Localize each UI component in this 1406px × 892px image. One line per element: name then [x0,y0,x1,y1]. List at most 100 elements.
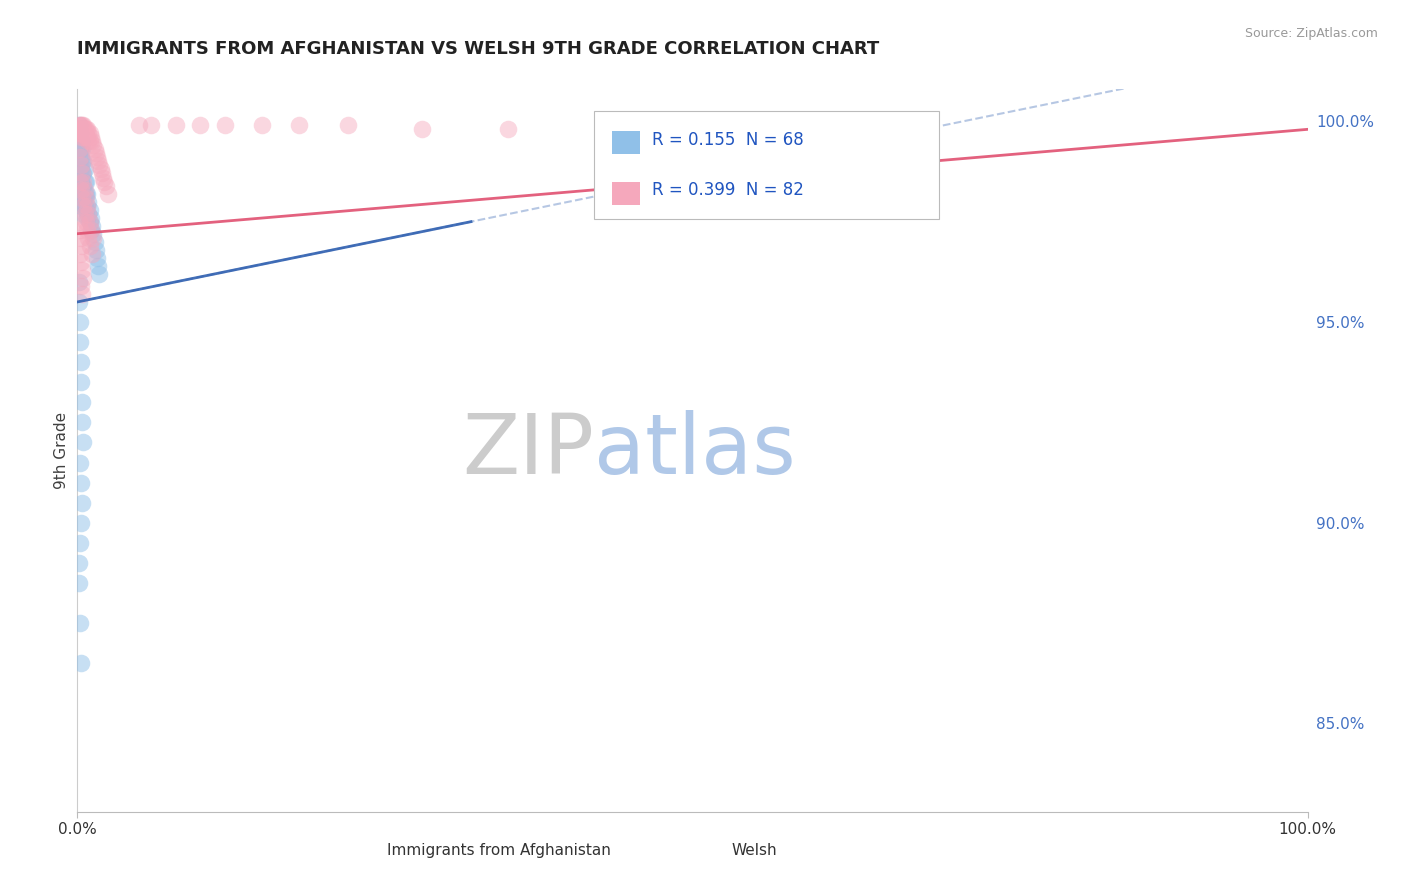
Point [72,207,94,221]
Text: R = 0.155  N = 68: R = 0.155 N = 68 [652,131,804,149]
Point [86,151,108,165]
FancyBboxPatch shape [613,182,640,205]
Point [72,130,94,145]
Point [82,135,104,149]
Point [70,255,93,269]
Point [69,616,91,631]
Point [73,183,96,197]
Point [69,315,91,329]
Point [128,119,150,133]
Point [82,227,104,241]
Point [67,143,90,157]
Point [69,151,91,165]
Point [69,143,91,157]
Point [77,207,100,221]
Text: Immigrants from Afghanistan: Immigrants from Afghanistan [388,843,612,858]
Point [69,167,91,181]
Point [76,199,98,213]
Point [76,186,98,201]
Point [84,146,107,161]
Point [72,167,94,181]
Point [70,162,93,177]
Point [214,119,236,133]
Point [72,271,94,285]
Point [69,335,91,350]
Point [73,175,96,189]
Point [70,154,93,169]
Point [72,175,94,189]
Point [67,127,90,141]
Point [75,202,97,217]
Text: Source: ZipAtlas.com: Source: ZipAtlas.com [1244,27,1378,40]
Point [67,122,90,136]
Point [91,170,114,185]
Point [73,162,96,177]
Text: ZIP: ZIP [463,410,595,491]
Point [80,223,103,237]
Point [75,122,97,136]
Point [69,154,91,169]
Point [70,239,93,253]
Point [87,154,110,169]
Point [93,175,115,189]
Text: atlas: atlas [595,410,796,491]
Point [70,657,93,671]
Point [165,119,187,133]
Point [70,199,93,213]
Point [79,202,101,217]
Point [70,186,93,201]
Point [70,130,93,145]
Point [94,178,117,193]
Point [72,178,94,193]
Point [97,186,120,201]
Point [69,127,91,141]
Point [76,122,98,136]
Text: Welsh: Welsh [733,843,778,858]
Point [69,247,91,261]
Point [73,122,96,136]
Point [83,235,105,249]
Point [67,215,90,229]
Point [86,251,108,265]
Point [70,135,93,149]
Point [72,119,94,133]
Point [77,231,100,245]
Point [75,130,97,145]
Point [76,199,98,213]
Point [411,122,433,136]
Point [72,435,94,450]
Point [75,215,97,229]
Point [250,119,273,133]
Point [67,122,90,136]
Point [70,178,93,193]
Point [80,130,103,145]
Point [70,175,93,189]
Point [70,122,93,136]
Point [70,127,93,141]
Point [77,194,100,209]
Point [67,576,90,591]
Point [70,287,93,301]
Point [70,496,93,510]
Point [73,207,96,221]
Point [337,119,360,133]
Point [82,247,104,261]
Point [69,122,91,136]
Point [70,127,93,141]
Y-axis label: 9th Grade: 9th Grade [53,412,69,489]
Point [70,191,93,205]
Point [70,151,93,165]
Point [90,162,112,177]
Point [79,135,101,149]
Point [87,259,110,273]
Point [70,279,93,293]
Point [70,167,93,181]
Point [70,143,93,157]
Point [77,127,100,141]
Point [70,475,93,490]
Point [69,455,91,469]
Point [70,167,93,181]
Point [76,130,98,145]
Point [70,159,93,173]
Point [73,199,96,213]
